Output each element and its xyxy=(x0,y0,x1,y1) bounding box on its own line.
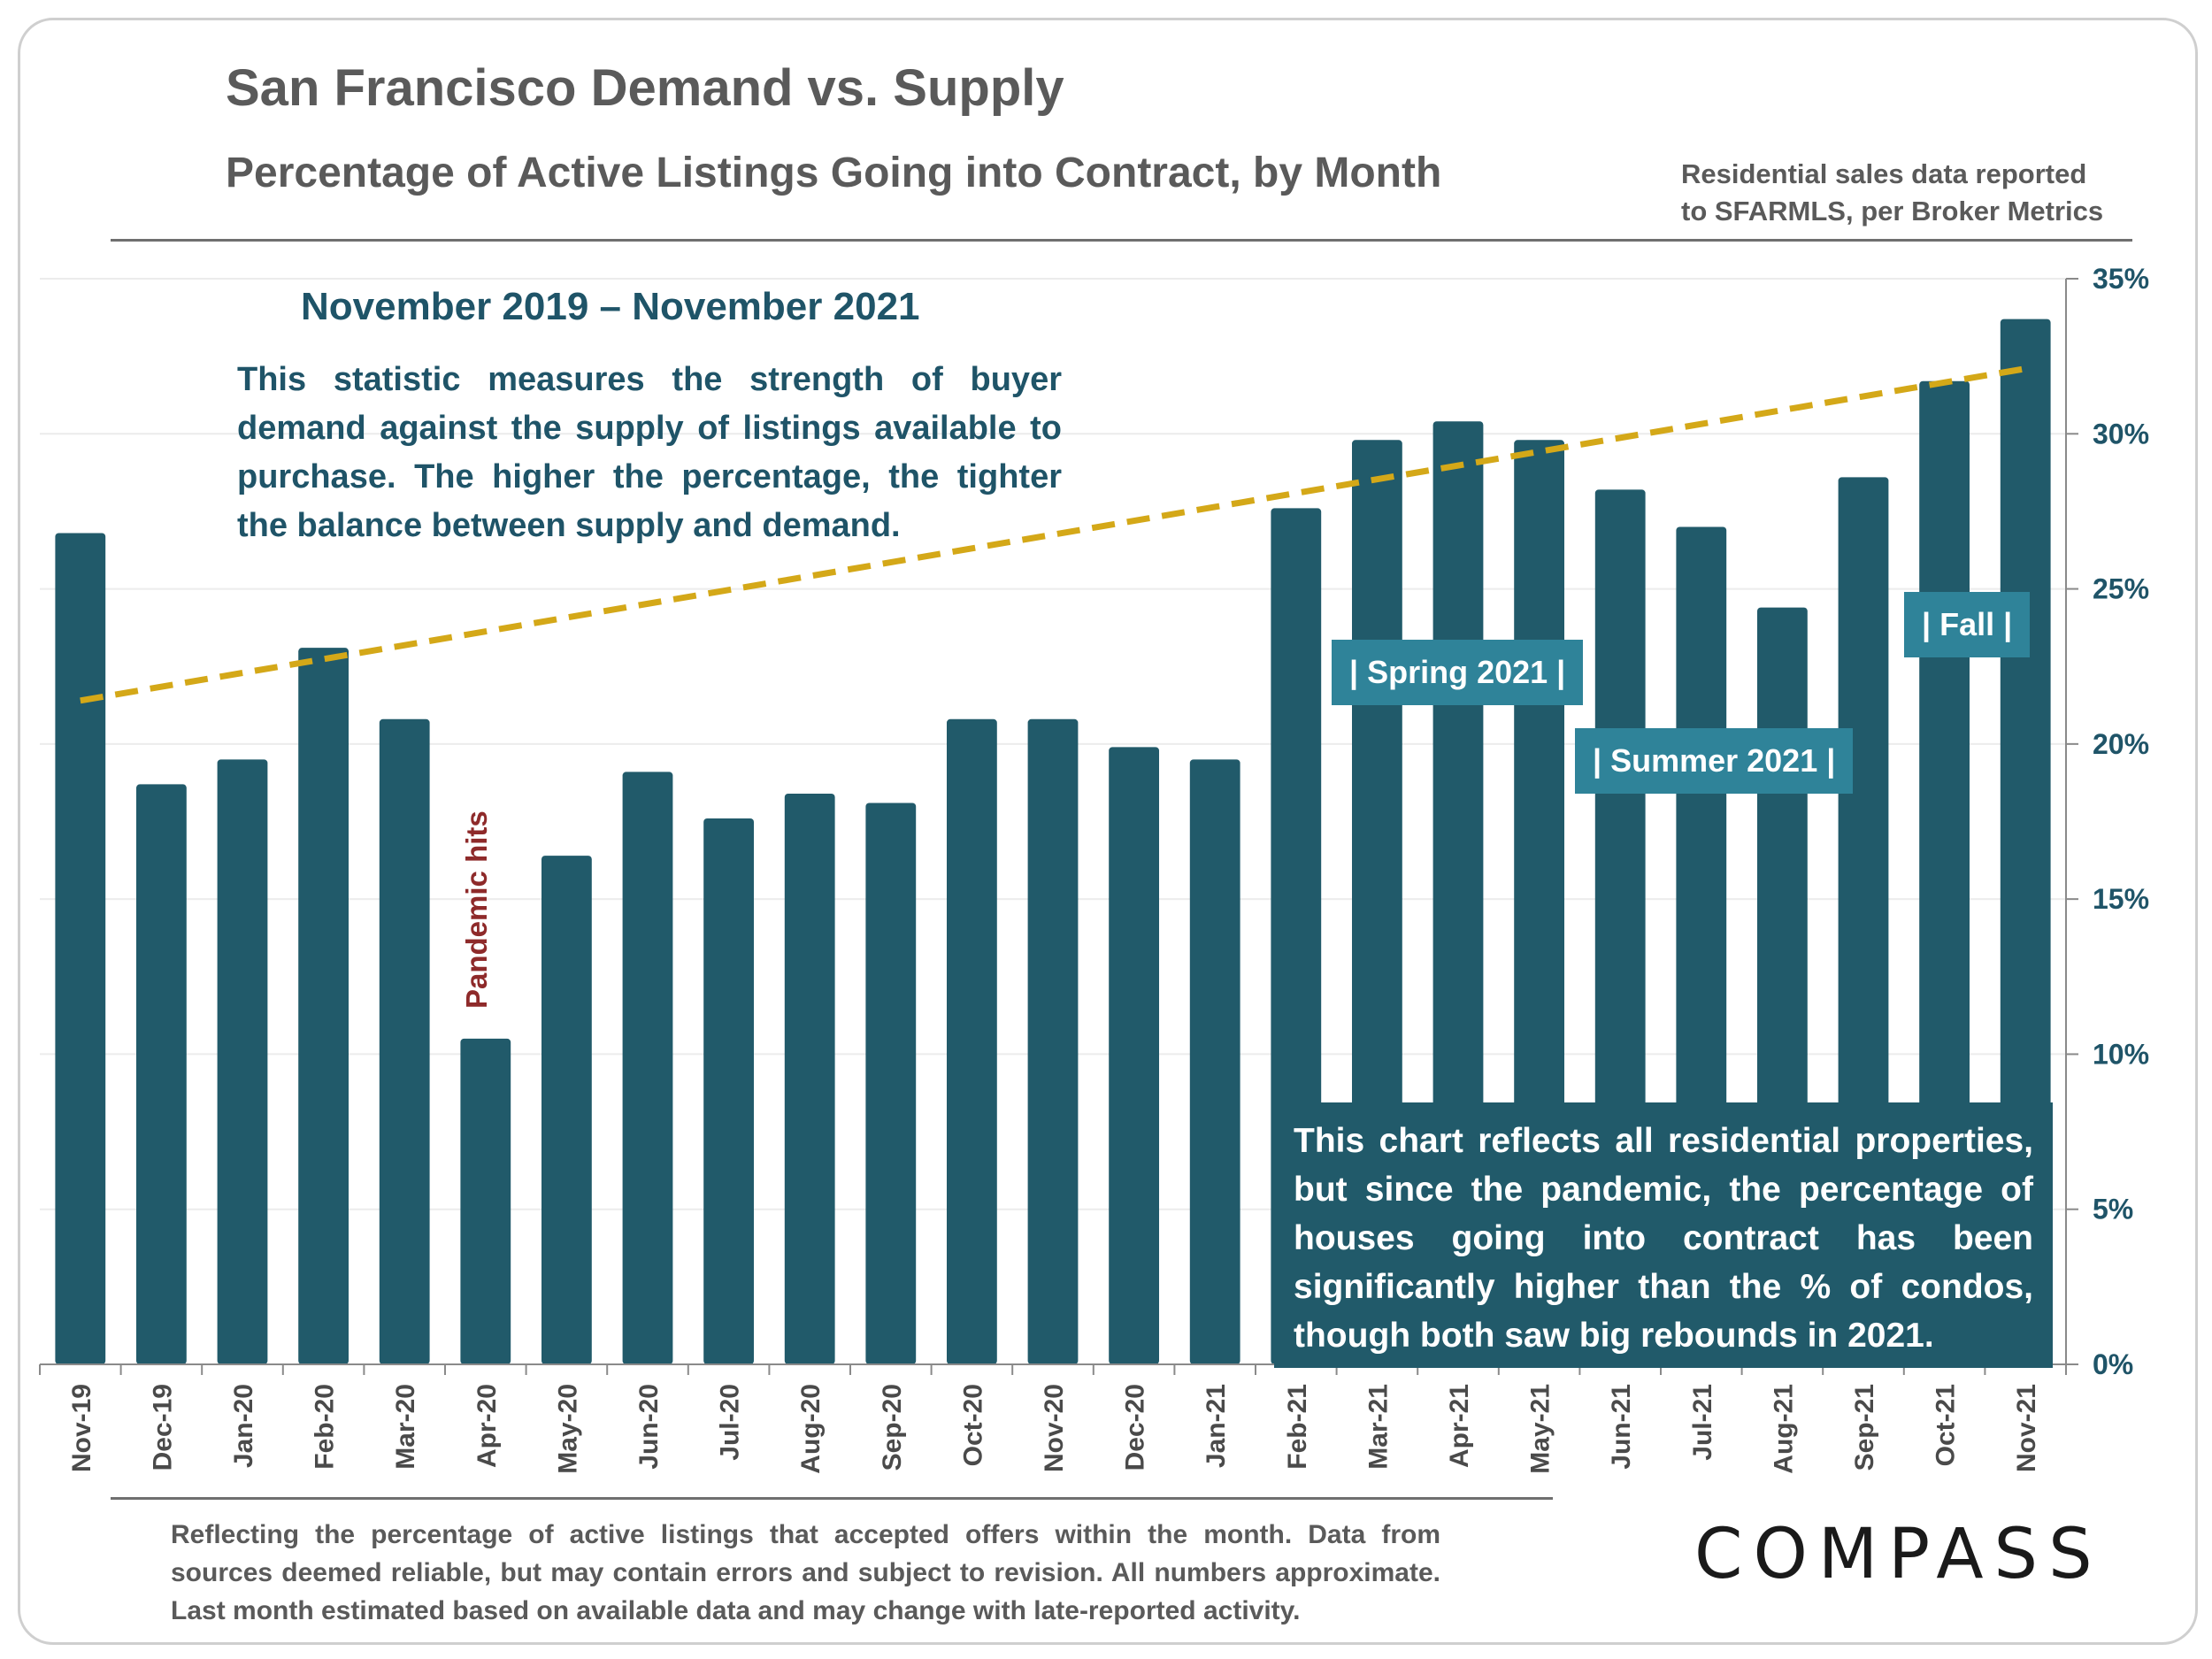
x-tick-label: Aug-21 xyxy=(1769,1384,1798,1474)
residential-note-box: This chart reflects all residential prop… xyxy=(1274,1102,2053,1368)
y-tick-label: 30% xyxy=(2093,418,2149,449)
bar-jun-20 xyxy=(622,772,673,1364)
compass-logo: COMPASS xyxy=(1694,1515,2103,1594)
header-divider xyxy=(111,239,2132,242)
x-tick-label: Feb-21 xyxy=(1283,1384,1312,1470)
trendline xyxy=(80,365,2026,704)
x-tick-label: Jul-21 xyxy=(1688,1384,1717,1461)
bar-jan-21 xyxy=(1189,759,1240,1364)
bar-aug-20 xyxy=(784,793,835,1364)
fall-label: | Fall | xyxy=(1904,592,2031,657)
x-tick-label: Nov-20 xyxy=(1040,1384,1069,1472)
x-tick-label: Apr-21 xyxy=(1445,1384,1474,1468)
bar-apr-20 xyxy=(460,1038,511,1364)
bar-nov-20 xyxy=(1027,718,1079,1364)
date-range-label: November 2019 – November 2021 xyxy=(301,285,920,328)
x-tick-label: Nov-19 xyxy=(67,1384,96,1472)
source-note: Residential sales data reported to SFARM… xyxy=(1681,156,2103,230)
bar-sep-20 xyxy=(865,803,917,1364)
description-line: the balance between supply and demand. xyxy=(237,507,901,544)
x-tick-label: Nov-21 xyxy=(2012,1384,2041,1472)
y-tick-label: 5% xyxy=(2093,1194,2133,1225)
x-tick-label: May-21 xyxy=(1526,1384,1555,1474)
note-line: though both saw big rebounds in 2021. xyxy=(1294,1317,1934,1355)
bar-dec-19 xyxy=(136,784,187,1364)
description-line: This statistic measures the strength of … xyxy=(237,361,1062,398)
x-tick-label: Dec-19 xyxy=(148,1384,177,1471)
description-text: This statistic measures the strength of … xyxy=(237,356,1062,550)
bar-jan-20 xyxy=(217,759,268,1364)
y-tick-label: 10% xyxy=(2093,1038,2149,1070)
bar-oct-20 xyxy=(947,718,997,1364)
x-tick-label: May-20 xyxy=(553,1384,582,1474)
x-tick-label: Aug-20 xyxy=(796,1384,826,1474)
source-note-line: to SFARMLS, per Broker Metrics xyxy=(1681,196,2104,227)
spring-2021-label: | Spring 2021 | xyxy=(1332,640,1584,705)
footnote-line: Last month estimated based on available … xyxy=(171,1596,1301,1625)
x-tick-label: Jun-21 xyxy=(1607,1384,1636,1470)
x-tick-label: Oct-21 xyxy=(1932,1384,1961,1466)
bar-jul-20 xyxy=(703,818,754,1364)
x-tick-label: Apr-20 xyxy=(472,1384,502,1468)
note-line: significantly higher than the % of condo… xyxy=(1294,1268,2033,1306)
note-line: This chart reflects all residential prop… xyxy=(1294,1122,2033,1160)
x-tick-label: Oct-20 xyxy=(958,1384,987,1466)
y-tick-label: 25% xyxy=(2093,573,2149,605)
footer-divider xyxy=(111,1497,1553,1500)
bar-mar-20 xyxy=(379,718,430,1364)
x-tick-label: Dec-20 xyxy=(1121,1384,1150,1471)
source-note-line: Residential sales data reported xyxy=(1681,158,2087,189)
bar-may-20 xyxy=(541,856,592,1364)
footnote-line: sources deemed reliable, but may contain… xyxy=(171,1558,1440,1587)
x-tick-label: Jun-20 xyxy=(634,1384,664,1470)
y-tick-label: 0% xyxy=(2093,1348,2133,1380)
x-tick-label: Mar-21 xyxy=(1363,1384,1393,1470)
note-line: but since the pandemic, the percentage o… xyxy=(1294,1171,2033,1209)
y-tick-label: 35% xyxy=(2093,263,2149,295)
y-tick-label: 15% xyxy=(2093,883,2149,915)
x-tick-label: Jan-20 xyxy=(229,1384,258,1468)
x-tick-label: Jul-20 xyxy=(716,1384,745,1461)
bar-dec-20 xyxy=(1109,747,1159,1364)
footnote-line: Reflecting the percentage of active list… xyxy=(171,1520,1440,1549)
bar-feb-20 xyxy=(298,648,349,1364)
chart-title: San Francisco Demand vs. Supply xyxy=(226,59,1064,117)
bar-nov-19 xyxy=(55,533,106,1364)
footnote: Reflecting the percentage of active list… xyxy=(171,1516,1440,1630)
description-line: demand against the supply of listings av… xyxy=(237,410,1062,447)
description-line: purchase. The higher the percentage, the… xyxy=(237,458,1062,495)
x-tick-label: Feb-20 xyxy=(311,1384,340,1470)
note-line: houses going into contract has been xyxy=(1294,1219,2033,1257)
y-tick-label: 20% xyxy=(2093,728,2149,760)
summer-2021-label: | Summer 2021 | xyxy=(1575,728,1854,794)
x-tick-label: Sep-20 xyxy=(878,1384,907,1471)
chart-subtitle: Percentage of Active Listings Going into… xyxy=(226,150,1442,196)
x-tick-label: Sep-21 xyxy=(1850,1384,1879,1471)
x-tick-label: Jan-21 xyxy=(1202,1384,1231,1468)
x-tick-label: Mar-20 xyxy=(391,1384,420,1470)
pandemic-annotation: Pandemic hits xyxy=(460,810,493,1009)
